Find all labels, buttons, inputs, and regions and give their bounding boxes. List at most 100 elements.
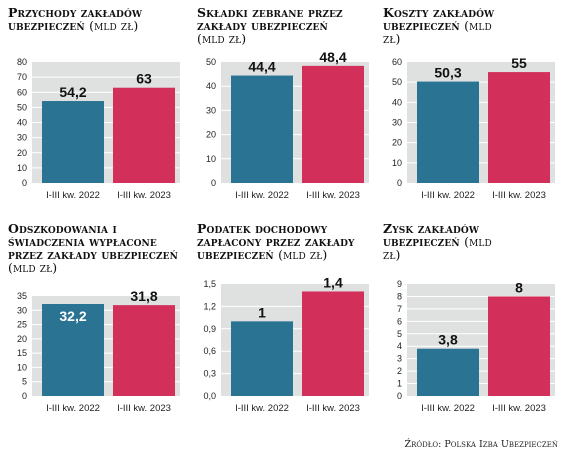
y-tick-label: 30: [206, 105, 216, 115]
chart-title-main: Zysk zakładów ubezpieczeń: [383, 221, 480, 249]
y-tick-label: 0,9: [203, 324, 216, 334]
chart-title: Podatek dochodowy zapłacony przez zakład…: [197, 222, 367, 261]
y-tick-label: 15: [17, 348, 27, 358]
y-tick-label: 1,5: [203, 279, 216, 289]
chart-koszty: Koszty zakładów ubezpieczeń (mld zł) 0 10…: [383, 6, 559, 222]
y-tick-label: 7: [397, 304, 402, 314]
x-category-label: I-III kw. 2022: [235, 190, 289, 201]
y-tick-label: 0: [397, 178, 402, 188]
y-tick-label: 8: [397, 291, 402, 301]
chart-skladki: Składki zebrane przez zakłady ubezpiecze…: [197, 6, 373, 222]
y-tick-label: 50: [17, 102, 27, 112]
y-tick-label: 6: [397, 316, 402, 326]
y-tick-label: 10: [392, 158, 402, 168]
y-tick-label: 0,3: [203, 369, 216, 379]
chart-title: Odszkodowania i świadczenia wypłacone pr…: [8, 222, 190, 274]
x-category-label: I-III kw. 2023: [117, 190, 171, 201]
y-tick-label: 2: [397, 366, 402, 376]
data-label: 1: [258, 304, 266, 320]
bar-2023: [488, 296, 550, 396]
chart-plot: 0,0 0,3 0,6 0,9 1,2 1,5 1 I-III kw. 2022 1,4 I-II…: [203, 274, 369, 414]
x-category-label: I-III kw. 2023: [306, 403, 360, 414]
y-tick-label: 0: [397, 391, 402, 401]
y-tick-label: 60: [17, 87, 27, 97]
data-label: 55: [511, 55, 527, 71]
y-tick-label: 10: [17, 163, 27, 173]
y-tick-label: 20: [206, 130, 216, 140]
chart-plot: 0 10 20 30 40 50 60 50,3 I-III kw. 2022 55 I-III k…: [392, 55, 555, 201]
y-tick-label: 1,2: [203, 301, 216, 311]
chart-title: Koszty zakładów ubezpieczeń (mld zł): [383, 6, 513, 45]
chart-title-main: Składki zebrane przez zakłady ubezpiecze…: [197, 5, 343, 33]
y-tick-label: 40: [206, 81, 216, 91]
y-tick-label: 20: [17, 148, 27, 158]
chart-zysk: Zysk zakładów ubezpieczeń (mld zł) 0 1 2 3 4…: [383, 222, 559, 438]
x-category-label: I-III kw. 2022: [235, 403, 289, 414]
data-label: 8: [515, 279, 523, 295]
chart-title: Przychody zakładów ubezpieczeń (mld zł): [8, 6, 176, 32]
bar-2022: [231, 321, 293, 396]
data-label: 32,2: [59, 308, 86, 324]
chart-title: Składki zebrane przez zakłady ubezpiecze…: [197, 6, 347, 45]
chart-title-main: Odszkodowania i świadczenia wypłacone pr…: [8, 221, 178, 262]
y-tick-label: 0,6: [203, 346, 216, 356]
y-tick-label: 0: [22, 178, 27, 188]
data-label: 48,4: [319, 49, 346, 65]
chart-podatek: Podatek dochodowy zapłacony przez zakład…: [197, 222, 373, 438]
x-category-label: I-III kw. 2022: [46, 190, 100, 201]
y-tick-label: 0: [211, 178, 216, 188]
y-tick-label: 40: [17, 118, 27, 128]
bar-2023: [113, 305, 175, 396]
data-label: 3,8: [438, 332, 458, 348]
chart-title-unit: (mld zł): [383, 234, 492, 262]
bar-2023: [113, 87, 175, 183]
y-tick-label: 60: [392, 57, 402, 67]
y-tick-label: 50: [392, 77, 402, 87]
y-tick-label: 10: [206, 154, 216, 164]
y-tick-label: 30: [17, 305, 27, 315]
chart-plot: 0 5 10 15 20 25 30 35 32,2 I-III kw. 2022 31,8 I-II…: [17, 288, 180, 414]
bar-2022: [231, 75, 293, 183]
chart-title-main: Koszty zakładów ubezpieczeń: [383, 5, 495, 33]
x-category-label: I-III kw. 2023: [306, 190, 360, 201]
y-tick-label: 20: [392, 138, 402, 148]
chart-title-unit: (mld zł): [89, 18, 139, 33]
y-tick-label: 10: [17, 362, 27, 372]
bar-2022: [42, 101, 104, 183]
bar-2022: [417, 348, 479, 396]
data-label: 50,3: [434, 65, 461, 81]
chart-title-unit: (mld zł): [383, 18, 492, 46]
y-tick-label: 3: [397, 354, 402, 364]
y-tick-label: 30: [392, 118, 402, 128]
chart-title-unit: (mld zł): [197, 31, 247, 46]
chart-title-unit: (mld zł): [278, 247, 328, 262]
x-category-label: I-III kw. 2022: [421, 190, 475, 201]
data-label: 1,4: [323, 274, 343, 290]
x-category-label: I-III kw. 2022: [46, 403, 100, 414]
y-tick-label: 1: [397, 379, 402, 389]
y-tick-label: 35: [17, 291, 27, 301]
x-category-label: I-III kw. 2023: [492, 403, 546, 414]
chart-title-main: Podatek dochodowy zapłacony przez zakład…: [197, 221, 355, 262]
chart-przychody: Przychody zakładów ubezpieczeń (mld zł) …: [8, 6, 184, 222]
y-tick-label: 20: [17, 334, 27, 344]
bar-2022: [42, 304, 104, 396]
x-category-label: I-III kw. 2023: [492, 190, 546, 201]
x-category-label: I-III kw. 2023: [117, 403, 171, 414]
bar-2022: [417, 81, 479, 183]
chart-title: Zysk zakładów ubezpieczeń (mld zł): [383, 222, 513, 261]
y-tick-label: 5: [22, 377, 27, 387]
x-category-label: I-III kw. 2022: [421, 403, 475, 414]
source-note: Źródło: Polska Izba Ubezpieczeń: [404, 439, 558, 450]
y-tick-label: 70: [17, 72, 27, 82]
data-label: 63: [136, 71, 152, 87]
y-tick-label: 0,0: [203, 391, 216, 401]
chart-plot: 0 10 20 30 40 50 44,4 I-III kw. 2022 48,4 I-III k…: [206, 49, 369, 201]
data-label: 31,8: [130, 288, 157, 304]
bar-2023: [488, 72, 550, 183]
y-tick-label: 0: [22, 391, 27, 401]
y-tick-label: 4: [397, 341, 402, 351]
chart-title-main: Przychody zakładów ubezpieczeń: [8, 5, 143, 33]
y-tick-label: 5: [397, 329, 402, 339]
data-label: 44,4: [248, 59, 275, 75]
